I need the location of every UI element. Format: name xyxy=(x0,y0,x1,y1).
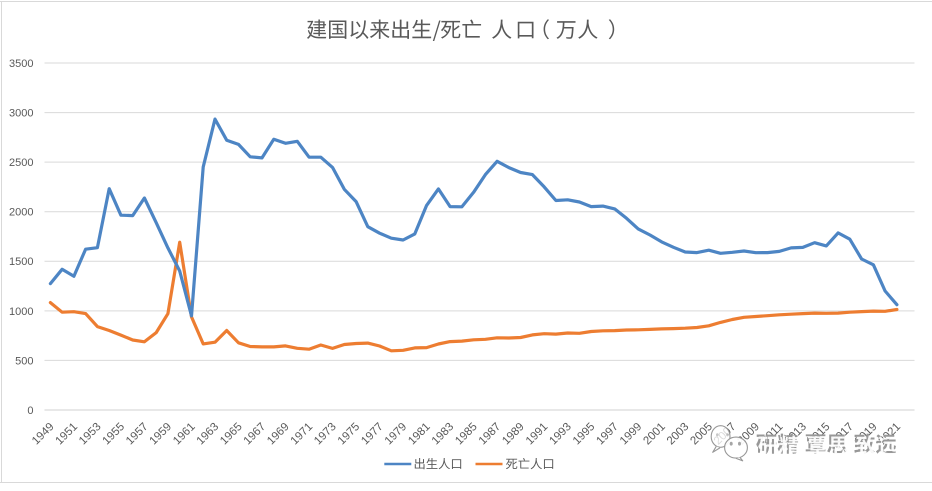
svg-text:1951: 1951 xyxy=(54,421,81,448)
svg-text:1963: 1963 xyxy=(195,421,222,448)
svg-text:1969: 1969 xyxy=(265,421,292,448)
svg-text:1993: 1993 xyxy=(547,421,574,448)
svg-text:2500: 2500 xyxy=(9,157,33,169)
svg-text:1991: 1991 xyxy=(524,421,551,448)
svg-text:1957: 1957 xyxy=(124,421,151,448)
svg-text:1953: 1953 xyxy=(77,421,104,448)
svg-text:1995: 1995 xyxy=(571,421,598,448)
svg-text:1987: 1987 xyxy=(477,421,504,448)
svg-text:2001: 2001 xyxy=(641,421,668,448)
svg-text:1997: 1997 xyxy=(594,421,621,448)
svg-text:1977: 1977 xyxy=(359,421,386,448)
svg-text:500: 500 xyxy=(15,355,33,367)
svg-text:1979: 1979 xyxy=(383,421,410,448)
svg-text:1961: 1961 xyxy=(171,421,198,448)
svg-text:1965: 1965 xyxy=(218,421,245,448)
svg-text:1500: 1500 xyxy=(9,256,33,268)
svg-text:1000: 1000 xyxy=(9,306,33,318)
svg-text:1975: 1975 xyxy=(336,421,363,448)
svg-text:3000: 3000 xyxy=(9,108,33,120)
svg-text:1959: 1959 xyxy=(148,421,175,448)
svg-text:1989: 1989 xyxy=(500,421,527,448)
svg-text:1971: 1971 xyxy=(289,421,316,448)
svg-text:0: 0 xyxy=(27,405,33,417)
svg-text:3500: 3500 xyxy=(9,58,33,70)
svg-text:1983: 1983 xyxy=(430,421,457,448)
svg-text:1967: 1967 xyxy=(242,421,269,448)
svg-text:2003: 2003 xyxy=(665,421,692,448)
svg-text:1981: 1981 xyxy=(406,421,433,448)
svg-text:1985: 1985 xyxy=(453,421,480,448)
svg-text:2000: 2000 xyxy=(9,207,33,219)
svg-text:1955: 1955 xyxy=(101,421,128,448)
svg-text:1949: 1949 xyxy=(30,421,57,448)
svg-text:1973: 1973 xyxy=(312,421,339,448)
svg-text:1999: 1999 xyxy=(618,421,645,448)
